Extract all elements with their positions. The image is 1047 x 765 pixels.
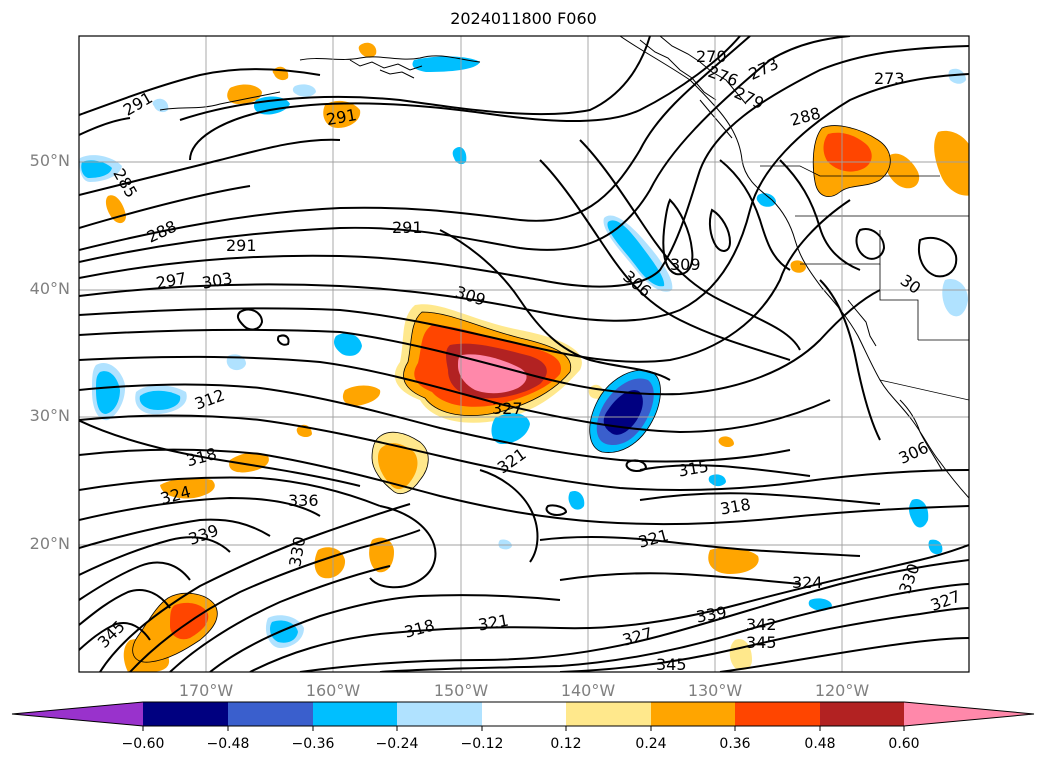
gridlines bbox=[79, 36, 969, 672]
colorbar-segment bbox=[820, 702, 904, 726]
lon-label: 150°W bbox=[433, 681, 489, 700]
colorbar-tick-label: −0.60 bbox=[121, 736, 165, 752]
colorbar-segment bbox=[735, 702, 820, 726]
contour-label: 291 bbox=[226, 236, 257, 255]
colorbar-segment bbox=[651, 702, 735, 726]
lat-label: 40°N bbox=[29, 279, 70, 298]
colorbar-tick-label: −0.48 bbox=[206, 736, 250, 752]
contour-label: 327 bbox=[492, 399, 523, 418]
contour-label: 339 bbox=[695, 603, 728, 627]
contour-label: 321 bbox=[477, 611, 510, 635]
coastlines bbox=[159, 36, 969, 499]
contour-label: 318 bbox=[402, 616, 436, 642]
colorbar-segment bbox=[313, 702, 397, 726]
contour-label: 342 bbox=[746, 615, 777, 634]
contour-label: 324 bbox=[792, 573, 823, 592]
contour-label: 288 bbox=[144, 217, 180, 247]
contour-label: 279 bbox=[731, 83, 767, 113]
contour-label: 312 bbox=[192, 385, 227, 413]
colorbar-tick-label: 0.60 bbox=[888, 736, 920, 752]
contour-label: 297 bbox=[155, 269, 188, 293]
contour-label: 309 bbox=[670, 255, 701, 274]
colorbar-segment bbox=[143, 702, 228, 726]
contour-label: 327 bbox=[928, 587, 963, 615]
lon-label: 130°W bbox=[687, 681, 743, 700]
contour-label: 321 bbox=[636, 526, 670, 552]
colorbar-tick-label: 0.48 bbox=[804, 736, 836, 752]
colorbar-extend-low bbox=[12, 702, 143, 726]
colorbar-tick-label: 0.24 bbox=[635, 736, 667, 752]
lat-label: 30°N bbox=[29, 406, 70, 425]
contour-label: 30 bbox=[897, 271, 925, 298]
lon-label: 170°W bbox=[178, 681, 234, 700]
colorbar bbox=[11, 701, 1035, 731]
map-frame bbox=[78, 35, 970, 673]
colorbar-segment bbox=[566, 702, 651, 726]
borders bbox=[760, 165, 969, 401]
contour-label: 318 bbox=[184, 444, 218, 470]
contour-label: 345 bbox=[746, 633, 777, 652]
colorbar-extend-high bbox=[904, 702, 1034, 726]
lon-label: 160°W bbox=[305, 681, 361, 700]
contour-label: 288 bbox=[788, 104, 822, 130]
contour-label: 336 bbox=[288, 491, 319, 510]
contour-label: 330 bbox=[285, 535, 309, 568]
lon-label: 120°W bbox=[814, 681, 870, 700]
colorbar-tick-label: −0.36 bbox=[291, 736, 335, 752]
contour-label: 291 bbox=[392, 218, 423, 237]
shading-outlines bbox=[132, 125, 891, 663]
colorbar-tick-label: −0.12 bbox=[460, 736, 504, 752]
colorbar-segment bbox=[482, 702, 566, 726]
colorbar-segment bbox=[397, 702, 482, 726]
contour-label: 273 bbox=[746, 54, 782, 84]
colorbar-segment bbox=[228, 702, 313, 726]
lat-label: 20°N bbox=[29, 534, 70, 553]
contour-label: 318 bbox=[719, 495, 752, 519]
contour-label: 291 bbox=[120, 88, 156, 120]
lat-label: 50°N bbox=[29, 151, 70, 170]
contour-label: 270 bbox=[696, 47, 727, 66]
colorbar-tick-label: 0.36 bbox=[719, 736, 751, 752]
contour-label: 273 bbox=[874, 69, 905, 88]
contour-label: 315 bbox=[677, 457, 710, 481]
contour-label: 321 bbox=[494, 444, 530, 477]
contour-label: 303 bbox=[201, 269, 234, 293]
lon-label: 140°W bbox=[560, 681, 616, 700]
contour-label: 345 bbox=[656, 655, 687, 674]
map-title: 2024011800 F060 bbox=[450, 9, 597, 28]
contour-label: 309 bbox=[453, 282, 488, 310]
contour-label: 327 bbox=[620, 624, 654, 650]
colorbar-tick-label: −0.24 bbox=[375, 736, 419, 752]
contour-label: 276 bbox=[706, 62, 741, 90]
colorbar-tick-label: 0.12 bbox=[550, 736, 582, 752]
contour-label: 291 bbox=[325, 105, 358, 129]
contour-lines bbox=[79, 36, 969, 672]
